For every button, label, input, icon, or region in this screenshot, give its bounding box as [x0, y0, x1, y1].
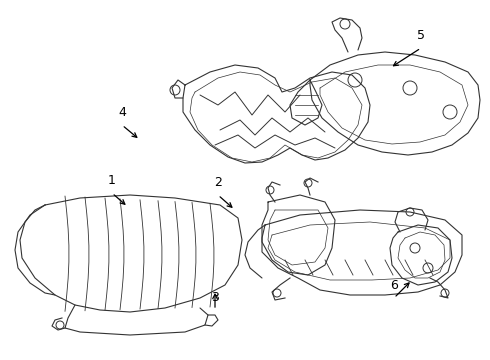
- Text: 5: 5: [417, 29, 425, 42]
- Text: 6: 6: [390, 279, 398, 292]
- Text: 2: 2: [214, 176, 222, 189]
- Text: 3: 3: [211, 291, 219, 304]
- Text: 1: 1: [108, 174, 116, 187]
- Text: 4: 4: [118, 106, 126, 119]
